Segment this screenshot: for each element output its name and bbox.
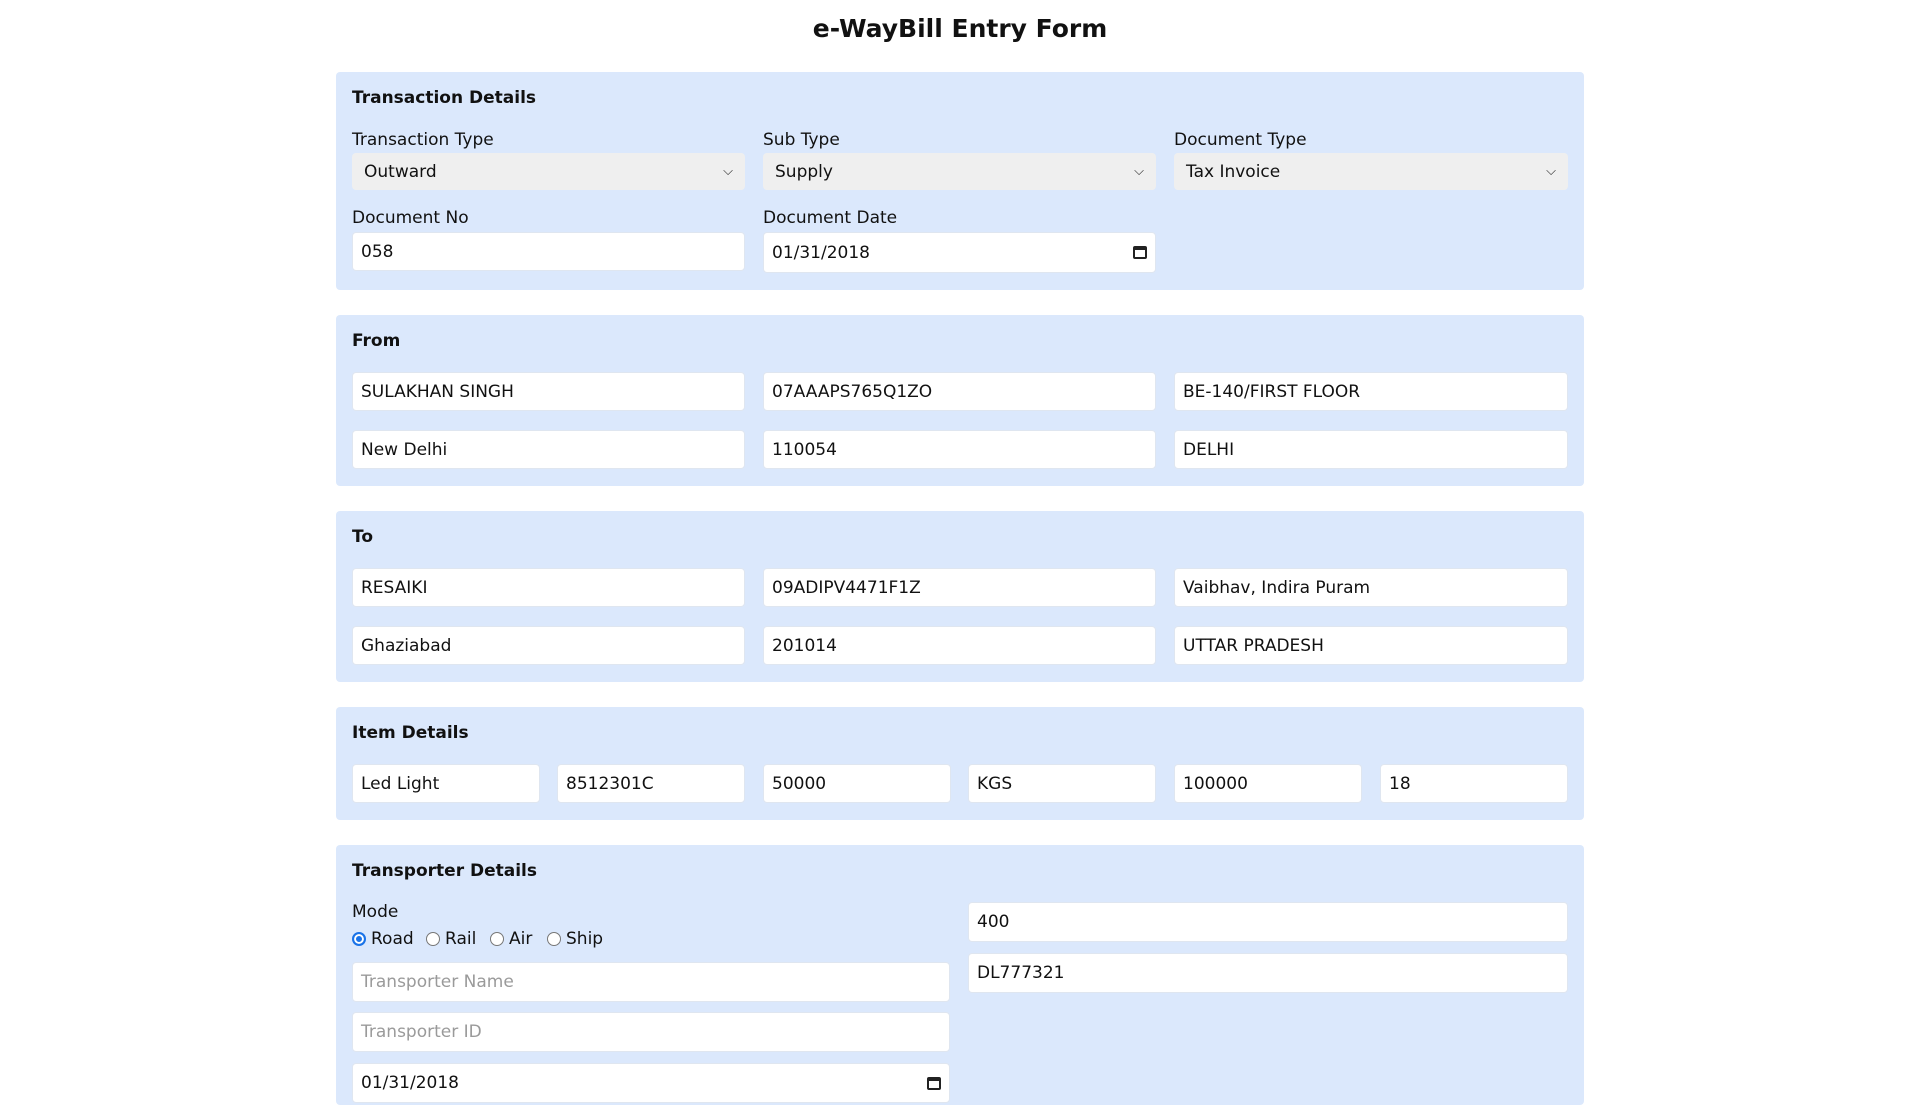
sub-type-label: Sub Type: [763, 130, 840, 150]
to-pincode-input[interactable]: 201014: [763, 626, 1156, 665]
from-pincode-input[interactable]: 110054: [763, 430, 1156, 469]
selected-value: Outward: [364, 161, 437, 182]
sub-type-select[interactable]: Supply ⌵: [763, 153, 1156, 190]
radio-button[interactable]: [426, 932, 440, 946]
to-name-input[interactable]: RESAIKI: [352, 568, 745, 607]
radio-button[interactable]: [547, 932, 561, 946]
transporter-id-input[interactable]: Transporter ID: [352, 1012, 950, 1052]
section-heading: Item Details: [352, 723, 469, 743]
hsn-code-input[interactable]: 8512301C: [557, 764, 745, 803]
transaction-type-label: Transaction Type: [352, 130, 494, 150]
to-gstin-input[interactable]: 09ADIPV4471F1Z: [763, 568, 1156, 607]
distance-input[interactable]: 400: [968, 902, 1568, 942]
item-details-section: Item Details Led Light 8512301C 50000 KG…: [336, 707, 1584, 820]
document-date-label: Document Date: [763, 208, 898, 228]
radio-button[interactable]: [490, 932, 504, 946]
to-section: To RESAIKI 09ADIPV4471F1Z Vaibhav, Indir…: [336, 511, 1584, 682]
mode-label: Mode: [352, 902, 399, 922]
radio-button[interactable]: [352, 932, 366, 946]
document-date-input[interactable]: 01/31/2018: [763, 232, 1156, 273]
to-state-input[interactable]: UTTAR PRADESH: [1174, 626, 1568, 665]
from-gstin-input[interactable]: 07AAAPS765Q1ZO: [763, 372, 1156, 411]
to-address-input[interactable]: Vaibhav, Indira Puram: [1174, 568, 1568, 607]
transaction-type-select[interactable]: Outward ⌵: [352, 153, 745, 190]
radio-label: Air: [509, 929, 533, 949]
calendar-icon[interactable]: [1133, 246, 1147, 259]
tax-rate-input[interactable]: 18: [1380, 764, 1568, 803]
vehicle-no-input[interactable]: DL777321: [968, 953, 1568, 993]
from-address-input[interactable]: BE-140/FIRST FLOOR: [1174, 372, 1568, 411]
from-place-input[interactable]: New Delhi: [352, 430, 745, 469]
chevron-down-icon: ⌵: [1546, 164, 1556, 179]
mode-radio-air[interactable]: Air: [490, 929, 532, 949]
calendar-icon[interactable]: [927, 1076, 941, 1090]
quantity-input[interactable]: 50000: [763, 764, 951, 803]
product-name-input[interactable]: Led Light: [352, 764, 540, 803]
chevron-down-icon: ⌵: [723, 164, 733, 179]
mode-radio-ship[interactable]: Ship: [547, 929, 603, 949]
radio-label: Ship: [566, 929, 604, 949]
selected-value: Supply: [775, 161, 833, 182]
document-type-select[interactable]: Tax Invoice ⌵: [1174, 153, 1568, 190]
document-type-label: Document Type: [1174, 130, 1307, 150]
section-heading: Transporter Details: [352, 861, 538, 881]
taxable-value-input[interactable]: 100000: [1174, 764, 1362, 803]
transaction-details-section: Transaction Details Transaction Type Out…: [336, 72, 1584, 290]
transporter-name-input[interactable]: Transporter Name: [352, 962, 950, 1002]
section-heading: Transaction Details: [352, 88, 537, 108]
date-value: 01/31/2018: [361, 1073, 459, 1093]
date-value: 01/31/2018: [772, 242, 870, 263]
mode-radio-rail[interactable]: Rail: [426, 929, 476, 949]
page-title: e-WayBill Entry Form: [812, 14, 1108, 43]
radio-label: Road: [371, 929, 414, 949]
radio-label: Rail: [445, 929, 477, 949]
from-section: From SULAKHAN SINGH 07AAAPS765Q1ZO BE-14…: [336, 315, 1584, 486]
to-place-input[interactable]: Ghaziabad: [352, 626, 745, 665]
transporter-details-section: Transporter Details Mode Road Rail Air S…: [336, 845, 1584, 1105]
selected-value: Tax Invoice: [1186, 161, 1281, 182]
unit-input[interactable]: KGS: [968, 764, 1156, 803]
section-heading: From: [352, 331, 401, 351]
chevron-down-icon: ⌵: [1134, 164, 1144, 179]
mode-radio-road[interactable]: Road: [352, 929, 414, 949]
from-name-input[interactable]: SULAKHAN SINGH: [352, 372, 745, 411]
from-state-input[interactable]: DELHI: [1174, 430, 1568, 469]
section-heading: To: [352, 527, 374, 547]
document-no-input[interactable]: 058: [352, 232, 745, 271]
transport-date-input[interactable]: 01/31/2018: [352, 1063, 950, 1103]
document-no-label: Document No: [352, 208, 469, 228]
